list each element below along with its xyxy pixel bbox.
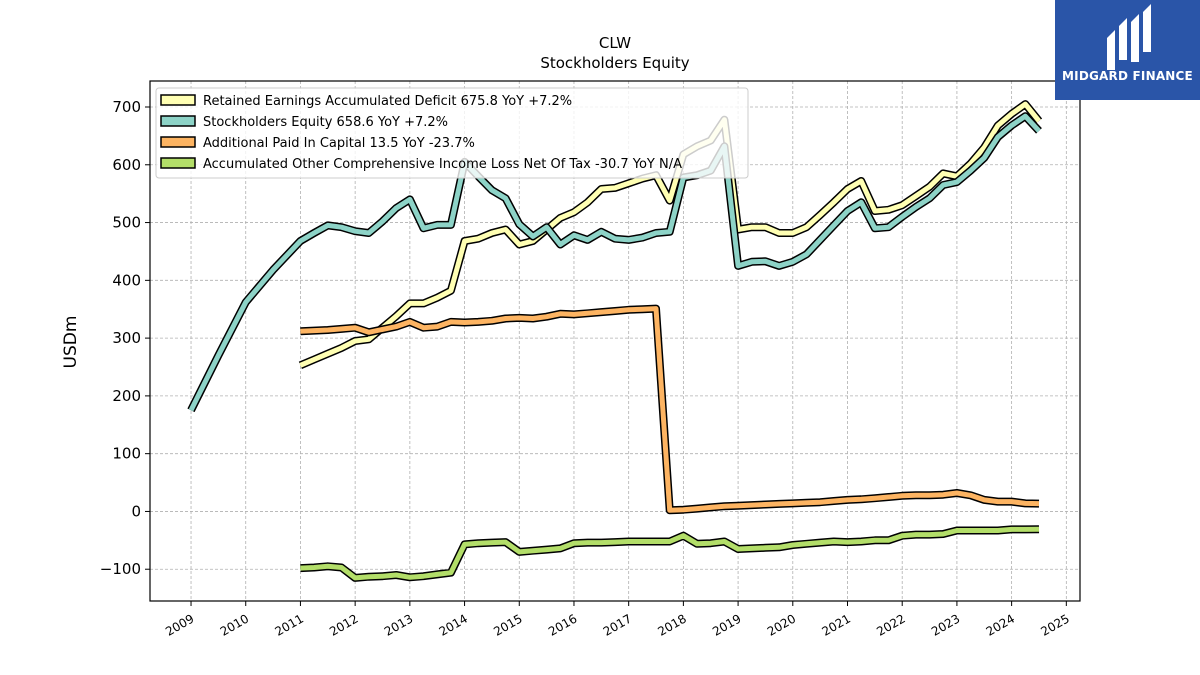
legend-label: Accumulated Other Comprehensive Income L… — [203, 157, 682, 172]
legend-swatch — [160, 157, 196, 169]
brand-logo: MIDGARD FINANCE — [1055, 0, 1200, 100]
legend-box — [155, 87, 749, 179]
x-tick-label: 2025 — [1038, 611, 1071, 638]
x-tick-label: 2024 — [984, 611, 1017, 638]
y-tick-label: −100 — [100, 560, 141, 578]
x-tick-label: 2015 — [491, 611, 524, 638]
x-tick-label: 2016 — [546, 611, 579, 638]
x-tick-label: 2011 — [272, 611, 305, 638]
legend-label: Retained Earnings Accumulated Deficit 67… — [203, 94, 572, 109]
midgard-logo-icon — [1107, 4, 1151, 70]
series-line — [188, 113, 1041, 412]
y-tick-label: 300 — [112, 329, 141, 347]
x-tick-label: 2012 — [327, 611, 360, 638]
legend-swatch — [160, 94, 196, 106]
x-tick-label: 2010 — [218, 611, 251, 638]
y-tick-label: 100 — [112, 445, 141, 463]
series-line — [299, 101, 1041, 368]
series-line — [300, 526, 1040, 581]
x-tick-label: 2022 — [874, 611, 907, 638]
x-tick-label: 2009 — [163, 611, 196, 638]
y-axis-label: USDm — [61, 316, 81, 369]
legend-label: Stockholders Equity 658.6 YoY +7.2% — [203, 115, 448, 130]
y-axis: −100 0 100 200 300 400 500 600 700 — [100, 98, 150, 578]
x-axis: 2009 2010 2011 2012 2013 2014 2015 2016 2017 2018… — [163, 601, 1072, 639]
brand-name: MIDGARD FINANCE — [1062, 69, 1193, 83]
plot-frame — [149, 80, 1081, 602]
chart-subtitle: Stockholders Equity — [540, 54, 689, 72]
x-tick-label: 2023 — [929, 611, 962, 638]
chart-title: CLW — [599, 34, 631, 52]
legend-label: Additional Paid In Capital 13.5 YoY -23.… — [203, 136, 475, 151]
x-tick-label: 2021 — [820, 611, 853, 638]
legend-swatch — [160, 136, 196, 148]
x-tick-label: 2019 — [710, 611, 743, 638]
x-tick-label: 2018 — [655, 611, 688, 638]
y-tick-label: 0 — [131, 502, 141, 520]
x-tick-label: 2013 — [382, 611, 415, 638]
x-tick-label: 2020 — [765, 611, 798, 638]
y-tick-label: 200 — [112, 387, 141, 405]
x-tick-label: 2017 — [601, 611, 634, 638]
y-tick-label: 600 — [112, 156, 141, 174]
y-tick-label: 500 — [112, 214, 141, 232]
y-tick-label: 400 — [112, 271, 141, 289]
series-line — [300, 306, 1040, 513]
legend: Retained Earnings Accumulated Deficit 67… — [155, 87, 749, 179]
series-lines — [187, 100, 1043, 582]
x-tick-label: 2014 — [437, 611, 470, 638]
y-tick-label: 700 — [112, 98, 141, 116]
legend-swatch — [160, 115, 196, 127]
